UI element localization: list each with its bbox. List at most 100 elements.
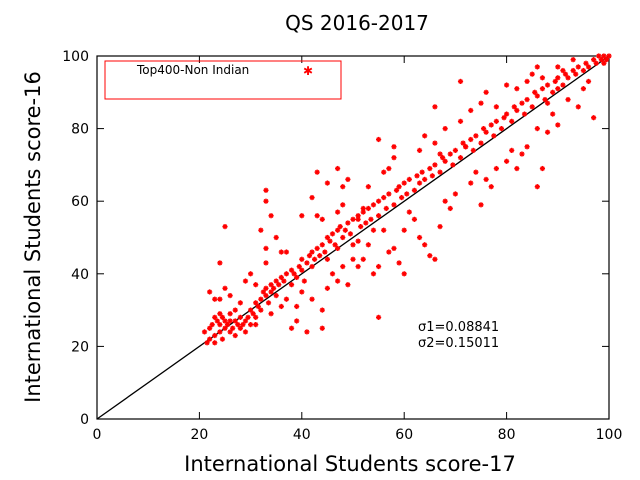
data-point — [534, 184, 540, 190]
data-point-stroke — [599, 57, 604, 62]
data-point-stroke — [294, 318, 299, 324]
data-point — [585, 78, 592, 85]
data-point — [304, 329, 310, 335]
data-point — [404, 191, 410, 197]
data-point — [350, 256, 356, 262]
data-point-stroke — [376, 315, 381, 320]
data-point-stroke — [440, 155, 445, 160]
data-point-stroke — [494, 119, 499, 124]
data-point-stroke — [532, 89, 538, 95]
data-point-stroke — [279, 249, 284, 255]
data-point — [468, 107, 474, 114]
data-point — [519, 151, 525, 157]
data-point-stroke — [291, 271, 297, 277]
data-point — [401, 180, 407, 186]
data-point-stroke — [294, 304, 299, 309]
data-point-stroke — [381, 195, 387, 200]
data-point-stroke — [573, 71, 579, 77]
data-point — [327, 238, 333, 244]
x-tick-label: 80 — [498, 427, 516, 443]
data-point — [350, 216, 356, 222]
data-point-stroke — [240, 322, 246, 327]
data-point — [447, 151, 453, 157]
data-point — [253, 282, 259, 288]
data-point-stroke — [263, 198, 269, 204]
data-point — [534, 126, 540, 132]
data-point — [319, 325, 325, 331]
data-point — [273, 292, 279, 299]
data-point-stroke — [212, 333, 218, 338]
data-point — [524, 144, 530, 150]
data-point-stroke — [488, 122, 494, 128]
data-point-stroke — [401, 271, 407, 277]
data-point-stroke — [299, 289, 305, 295]
data-point — [470, 147, 476, 153]
data-point-stroke — [519, 151, 525, 157]
data-point-stroke — [391, 155, 397, 160]
data-point — [521, 111, 528, 117]
data-point-stroke — [343, 227, 348, 233]
data-point-stroke — [376, 137, 381, 142]
data-point-stroke — [299, 213, 305, 219]
data-point-stroke — [212, 315, 218, 320]
data-point — [363, 220, 369, 226]
x-tick-label: 20 — [190, 427, 208, 443]
data-point — [562, 71, 569, 77]
data-point — [281, 278, 287, 284]
data-point-stroke — [481, 126, 486, 131]
data-point-stroke — [535, 184, 540, 189]
data-point-stroke — [519, 100, 525, 106]
data-point — [278, 249, 284, 255]
data-point — [376, 198, 382, 204]
data-point-stroke — [471, 148, 476, 153]
data-point-stroke — [591, 57, 596, 62]
data-point — [263, 187, 269, 193]
data-point — [498, 126, 505, 132]
data-point — [219, 336, 226, 342]
data-point-stroke — [570, 68, 576, 73]
data-point-stroke — [478, 140, 484, 146]
data-point — [322, 249, 328, 255]
data-point — [299, 213, 305, 219]
data-point-stroke — [604, 57, 609, 62]
data-point-stroke — [473, 169, 479, 175]
data-point — [406, 209, 412, 215]
data-point — [596, 53, 602, 59]
data-point — [250, 311, 256, 317]
data-point-stroke — [217, 296, 223, 302]
data-point — [268, 289, 274, 295]
data-point-stroke — [363, 220, 369, 226]
data-point — [539, 75, 546, 81]
data-point-stroke — [540, 75, 545, 81]
data-point — [442, 158, 448, 164]
data-point-stroke — [386, 166, 392, 171]
data-point — [463, 144, 469, 150]
data-point-stroke — [284, 249, 289, 255]
data-point — [534, 93, 540, 99]
data-point — [242, 278, 249, 284]
data-point — [265, 300, 272, 306]
data-point-stroke — [248, 271, 253, 277]
data-point-stroke — [227, 311, 233, 317]
data-point-stroke — [248, 322, 253, 327]
data-point-stroke — [376, 198, 381, 204]
data-point-stroke — [220, 315, 225, 320]
data-point-stroke — [417, 235, 422, 240]
data-point — [376, 213, 382, 219]
data-point — [514, 107, 520, 114]
data-point-stroke — [207, 289, 212, 295]
data-point-stroke — [473, 133, 479, 139]
data-point — [391, 202, 397, 208]
data-point-stroke — [407, 209, 412, 215]
data-point — [299, 256, 305, 262]
data-point-stroke — [227, 329, 233, 335]
data-point-stroke — [207, 336, 212, 342]
data-point-stroke — [386, 191, 392, 197]
data-point — [304, 260, 310, 266]
data-point — [391, 155, 397, 161]
data-point — [217, 329, 223, 335]
data-point — [524, 96, 530, 103]
data-point — [473, 169, 479, 175]
data-point-stroke — [514, 108, 520, 113]
data-point-stroke — [345, 177, 351, 182]
